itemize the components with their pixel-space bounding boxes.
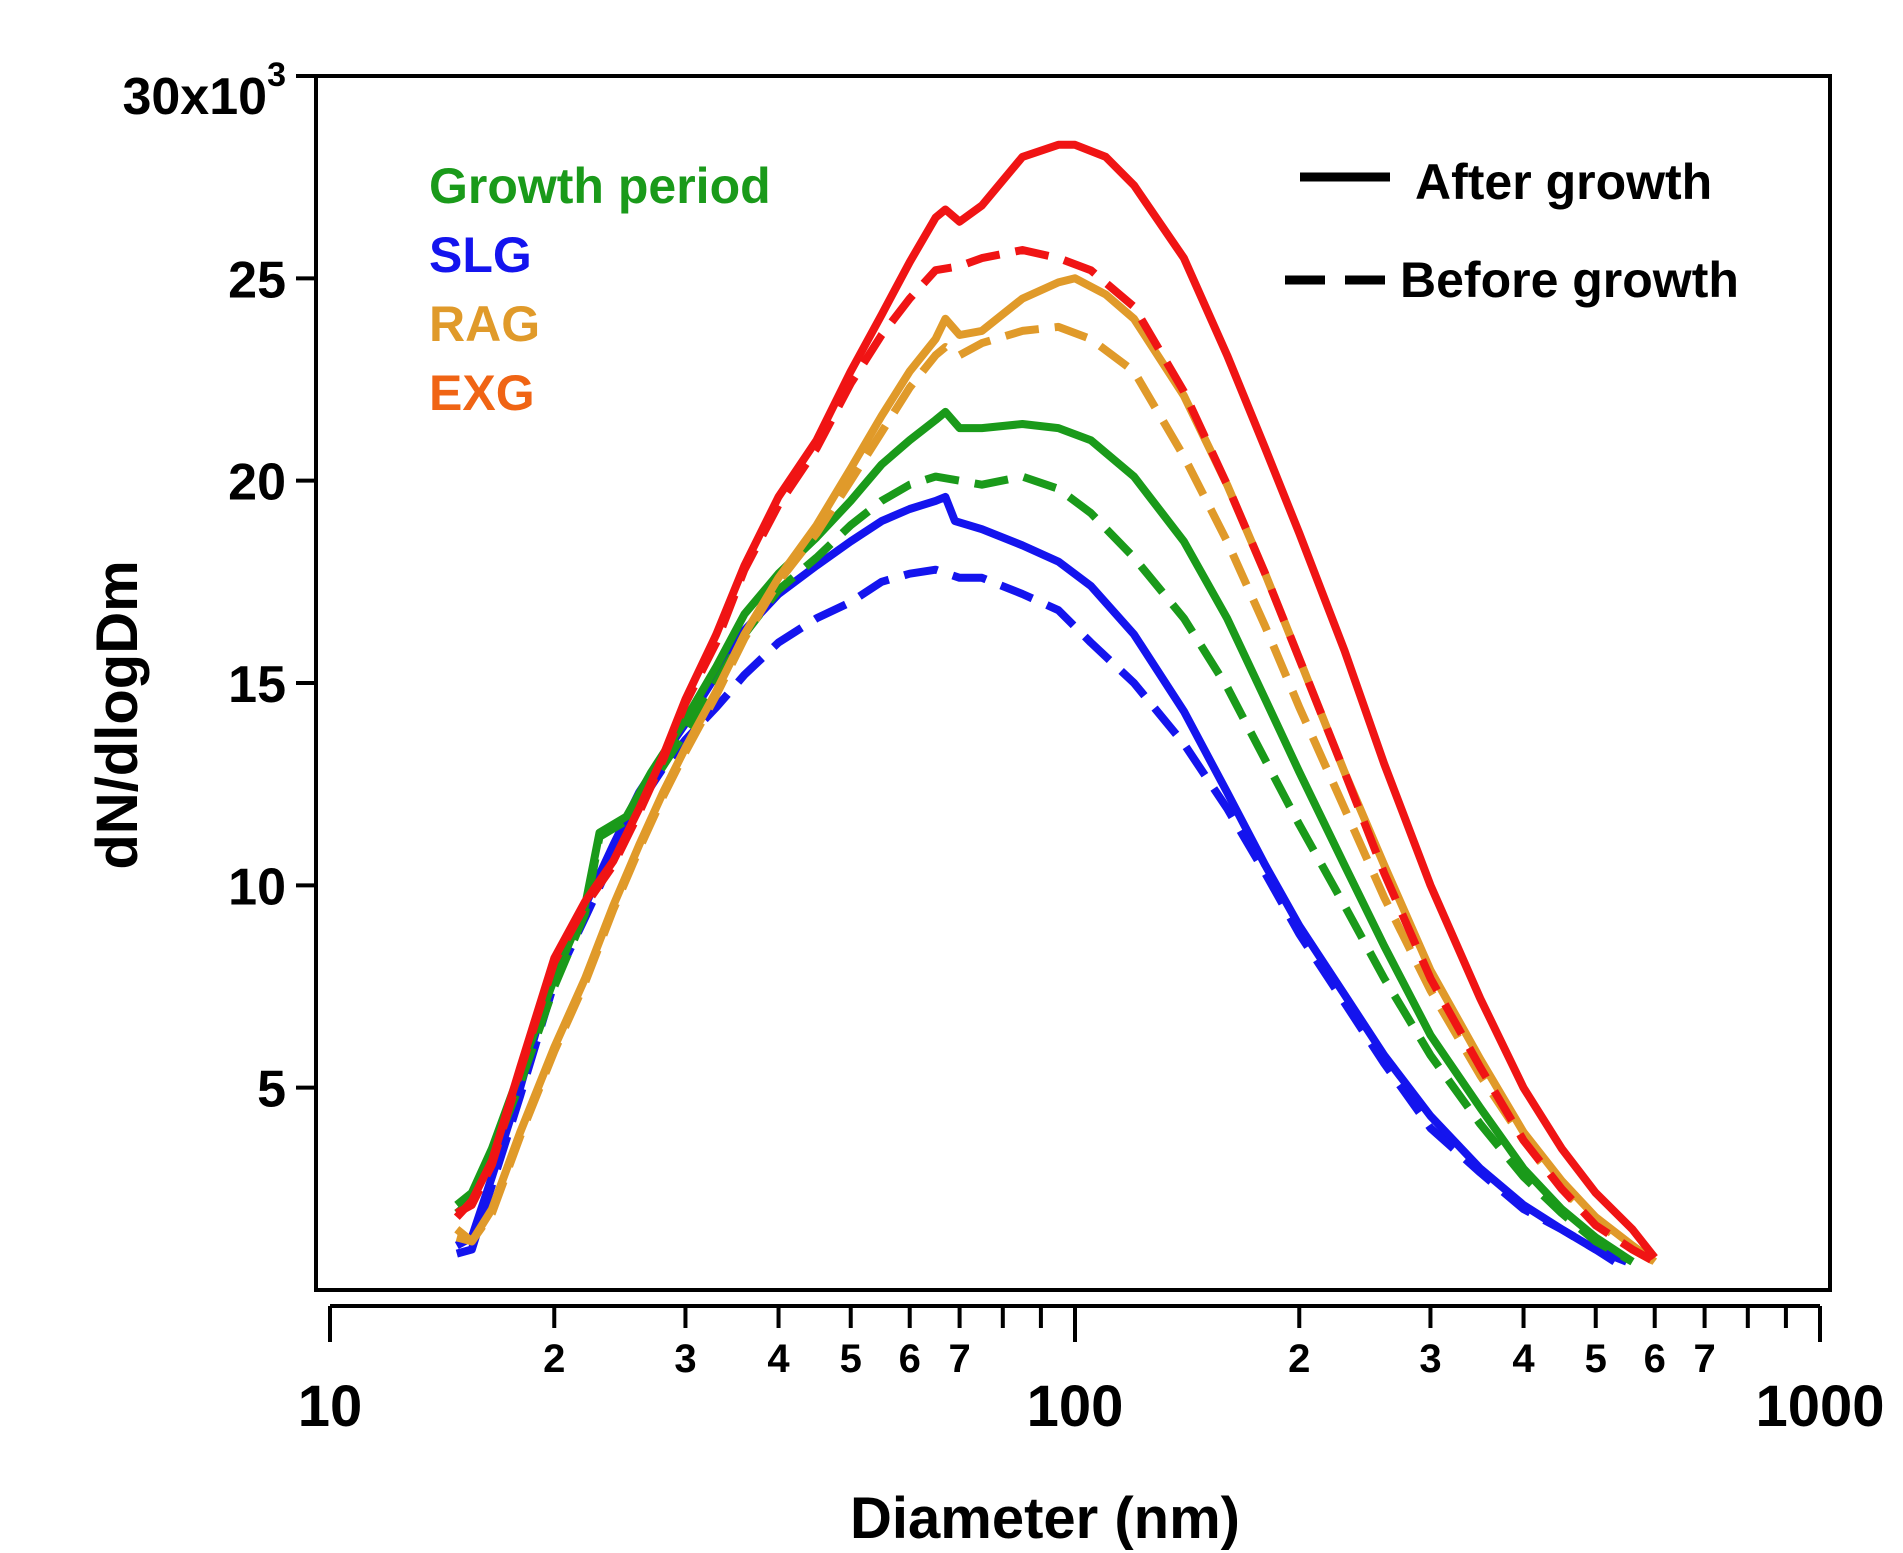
series-line-slg-after-growth	[454, 492, 1629, 1266]
legend-after-growth: After growth	[1415, 154, 1712, 210]
y-tick-exponent: 3	[267, 56, 286, 94]
series-line-rag-before-growth	[455, 322, 1657, 1266]
y-tick-label: 10	[228, 858, 286, 916]
x-minor-tick-label: 5	[1585, 1337, 1607, 1381]
series-line-growth-period-before-growth	[454, 472, 1635, 1266]
x-minor-tick-label: 3	[1419, 1337, 1441, 1381]
x-major-tick-label: 1000	[1755, 1374, 1884, 1439]
x-major-tick-label: 100	[1027, 1374, 1124, 1439]
legend-item-rag: RAG	[429, 296, 540, 352]
x-minor-tick-label: 3	[674, 1337, 696, 1381]
x-axis-title: Diameter (nm)	[850, 1486, 1240, 1551]
legend-group-title: Growth period	[429, 158, 771, 214]
x-minor-tick-label: 4	[767, 1337, 790, 1381]
y-tick-label: 25	[228, 251, 286, 309]
y-tick-label: 5	[257, 1061, 286, 1119]
x-minor-tick-label: 7	[1693, 1337, 1715, 1381]
x-minor-tick-label: 5	[840, 1337, 862, 1381]
series-layer	[453, 140, 1658, 1266]
y-tick-label: 20	[228, 454, 286, 512]
x-minor-tick-label: 2	[543, 1337, 565, 1381]
y-axis-title: dN/dlogDm	[85, 560, 150, 869]
x-minor-tick-label: 6	[1644, 1337, 1666, 1381]
legend-item-slg: SLG	[429, 227, 532, 283]
y-tick-label: 30x103	[122, 56, 286, 126]
legend-line-styles: After growth Before growth	[1285, 154, 1739, 308]
legend-before-growth: Before growth	[1400, 252, 1739, 308]
y-axis: 5 10 15 20 25 30x103	[122, 56, 316, 1119]
x-minor-tick-label: 6	[899, 1337, 921, 1381]
legend-growth-period: Growth period SLG RAG EXG	[429, 158, 771, 421]
series-line-exg-after-growth	[453, 140, 1658, 1261]
series-line-exg-before-growth	[454, 246, 1657, 1266]
x-minor-tick-label: 7	[948, 1337, 970, 1381]
x-minor-tick-label: 4	[1512, 1337, 1535, 1381]
series-line-growth-period-after-growth	[454, 407, 1635, 1266]
x-major-tick-label: 10	[298, 1374, 363, 1439]
x-minor-tick-label: 2	[1288, 1337, 1310, 1381]
legend-item-exg: EXG	[429, 365, 535, 421]
y-tick-label: 15	[228, 656, 286, 714]
